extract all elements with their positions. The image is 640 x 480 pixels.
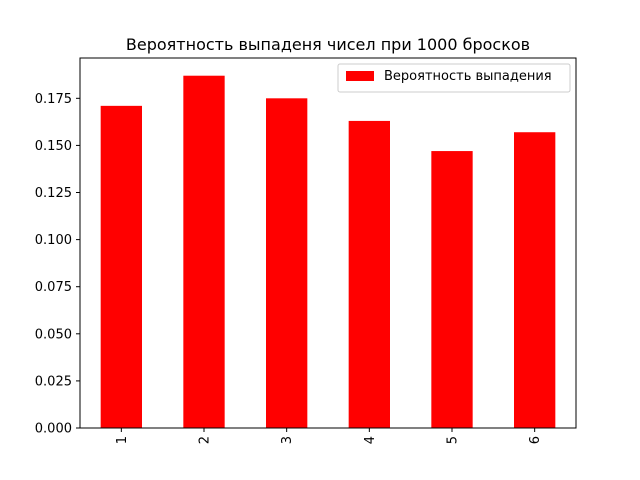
x-tick-label: 2	[198, 436, 213, 444]
bar-1	[100, 105, 142, 429]
y-axis: 0.000 0.025 0.050 0.075 0.100 0.125 0.150 0.175	[35, 92, 80, 437]
y-tick-label: 0.050	[35, 327, 72, 342]
legend: Вероятность выпадения	[337, 63, 571, 93]
x-tick-label: 6	[528, 436, 543, 444]
x-tick-label: 3	[280, 436, 295, 444]
x-tick-label: 4	[363, 436, 378, 444]
chart-title: Вероятность выпаденя чисел при 1000 брос…	[126, 35, 530, 54]
x-axis: 1 2 3 4 5 6	[115, 428, 543, 444]
bars-layer	[100, 75, 556, 429]
y-tick-label: 0.025	[35, 374, 72, 389]
y-tick-label: 0.150	[35, 139, 72, 154]
y-tick-label: 0.000	[35, 422, 72, 437]
bar-4	[348, 120, 390, 428]
bar-6	[514, 132, 556, 428]
y-tick-label: 0.075	[35, 280, 72, 295]
y-tick-label: 0.175	[35, 92, 72, 107]
x-tick-label: 1	[115, 436, 130, 444]
legend-box	[337, 63, 571, 93]
y-tick-label: 0.100	[35, 233, 72, 248]
legend-label: Вероятность выпадения	[384, 69, 552, 84]
bar-5	[431, 151, 473, 428]
legend-swatch	[346, 71, 374, 81]
bar-2	[183, 75, 225, 429]
y-tick-label: 0.125	[35, 186, 72, 201]
bar-3	[266, 98, 308, 429]
x-tick-label: 5	[446, 436, 461, 444]
plot-frame	[79, 57, 577, 429]
